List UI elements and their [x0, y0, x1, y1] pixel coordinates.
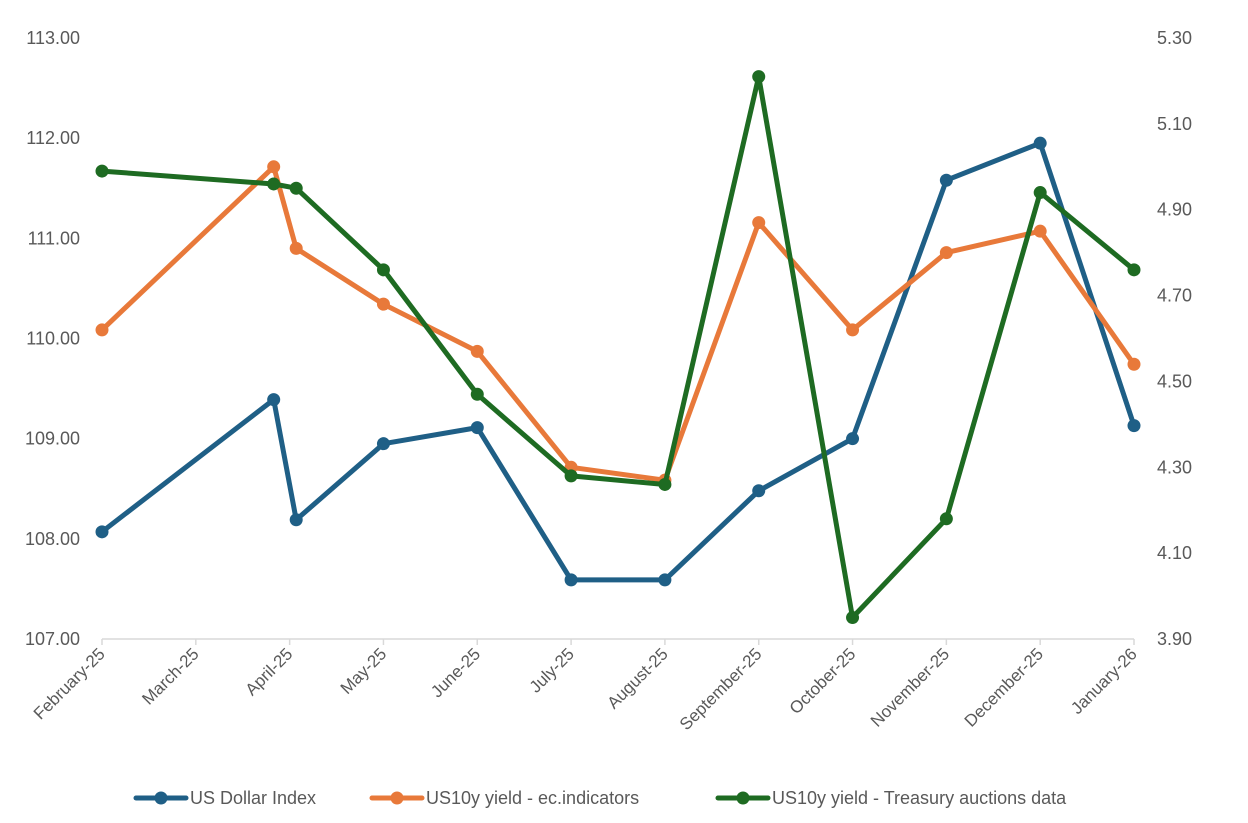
legend-item: US10y yield - Treasury auctions data [715, 788, 1067, 808]
data-point-marker [1127, 357, 1141, 371]
data-point-marker [564, 469, 578, 483]
right-axis-tick-label: 4.90 [1157, 200, 1192, 220]
left-axis-tick-label: 111.00 [28, 228, 80, 248]
data-point-marker [376, 263, 390, 277]
data-point-marker [289, 181, 303, 195]
data-point-marker [95, 525, 109, 539]
series-group [95, 136, 1141, 587]
data-point-marker [289, 241, 303, 255]
data-point-marker [564, 573, 578, 587]
data-point-marker [752, 70, 766, 84]
data-point-marker [267, 160, 281, 174]
x-axis-category-label: July-25 [526, 644, 578, 696]
data-point-marker [658, 477, 672, 491]
series-group [95, 70, 1141, 625]
right-axis-tick-label: 5.30 [1157, 28, 1192, 48]
data-point-marker [658, 573, 672, 587]
legend-swatch-marker [154, 791, 168, 805]
series-group [95, 160, 1141, 487]
data-point-marker [376, 297, 390, 311]
x-axis-category-label: March-25 [138, 644, 202, 708]
data-point-marker [1127, 263, 1141, 277]
right-axis-tick-label: 4.70 [1157, 286, 1192, 306]
data-point-marker [846, 611, 860, 625]
legend-label: US10y yield - ec.indicators [426, 788, 639, 808]
series-layer [95, 70, 1141, 625]
left-axis-tick-label: 109.00 [25, 429, 80, 449]
right-axis-tick-label: 3.90 [1157, 629, 1192, 649]
legend-swatch-marker [390, 791, 404, 805]
left-axis-tick-label: 113.00 [26, 28, 80, 48]
legend-item: US Dollar Index [133, 788, 316, 808]
data-point-marker [470, 344, 484, 358]
left-axis-tick-label: 107.00 [25, 629, 80, 649]
x-axis-category-label: February-25 [30, 644, 109, 723]
left-axis-tick-label: 108.00 [25, 529, 80, 549]
data-point-marker [1033, 136, 1047, 150]
x-axis-category-label: November-25 [867, 644, 953, 730]
data-point-marker [289, 513, 303, 527]
legend: US Dollar Index US10y yield - ec.indicato… [133, 788, 1067, 808]
series-line [99, 74, 1137, 620]
legend-label: US Dollar Index [190, 788, 316, 808]
data-point-marker [95, 323, 109, 337]
data-point-marker [939, 173, 953, 187]
left-axis-tick-label: 112.00 [26, 128, 80, 148]
x-axis-category-label: October-25 [786, 644, 860, 718]
right-y-axis: 3.90 4.10 4.30 4.50 4.70 4.90 5.10 5.30 [1157, 28, 1192, 649]
data-point-marker [939, 246, 953, 260]
x-axis: February-25 March-25 April-25 May-25 June-25… [30, 638, 1141, 734]
right-axis-tick-label: 4.50 [1157, 371, 1192, 391]
data-point-marker [846, 432, 860, 446]
left-y-axis: 107.00 108.00 109.00 110.00 111.00 112.00 113.… [25, 28, 80, 649]
right-axis-tick-label: 4.10 [1157, 543, 1192, 563]
data-point-marker [470, 387, 484, 401]
data-point-marker [752, 484, 766, 498]
data-point-marker [1127, 419, 1141, 433]
data-point-marker [376, 437, 390, 451]
x-axis-category-label: May-25 [337, 644, 391, 698]
x-axis-category-label: April-25 [242, 644, 297, 699]
data-point-marker [95, 164, 109, 178]
series-line [99, 164, 1137, 483]
right-axis-tick-label: 5.10 [1157, 114, 1192, 134]
data-point-marker [267, 177, 281, 191]
legend-item: US10y yield - ec.indicators [369, 788, 639, 808]
right-axis-tick-label: 4.30 [1157, 457, 1192, 477]
x-axis-category-label: December-25 [961, 644, 1047, 730]
data-point-marker [470, 421, 484, 435]
x-axis-category-label: January-26 [1067, 644, 1141, 718]
x-axis-category-label: August-25 [604, 644, 672, 712]
data-point-marker [267, 393, 281, 407]
data-point-marker [752, 216, 766, 230]
x-axis-category-label: June-25 [427, 644, 484, 701]
legend-label: US10y yield - Treasury auctions data [772, 788, 1067, 808]
data-point-marker [1033, 186, 1047, 200]
legend-swatch-marker [736, 791, 750, 805]
data-point-marker [846, 323, 860, 337]
data-point-marker [1033, 224, 1047, 238]
left-axis-tick-label: 110.00 [26, 329, 80, 349]
x-axis-category-label: September-25 [676, 644, 766, 734]
data-point-marker [939, 512, 953, 526]
series-line [99, 140, 1137, 583]
